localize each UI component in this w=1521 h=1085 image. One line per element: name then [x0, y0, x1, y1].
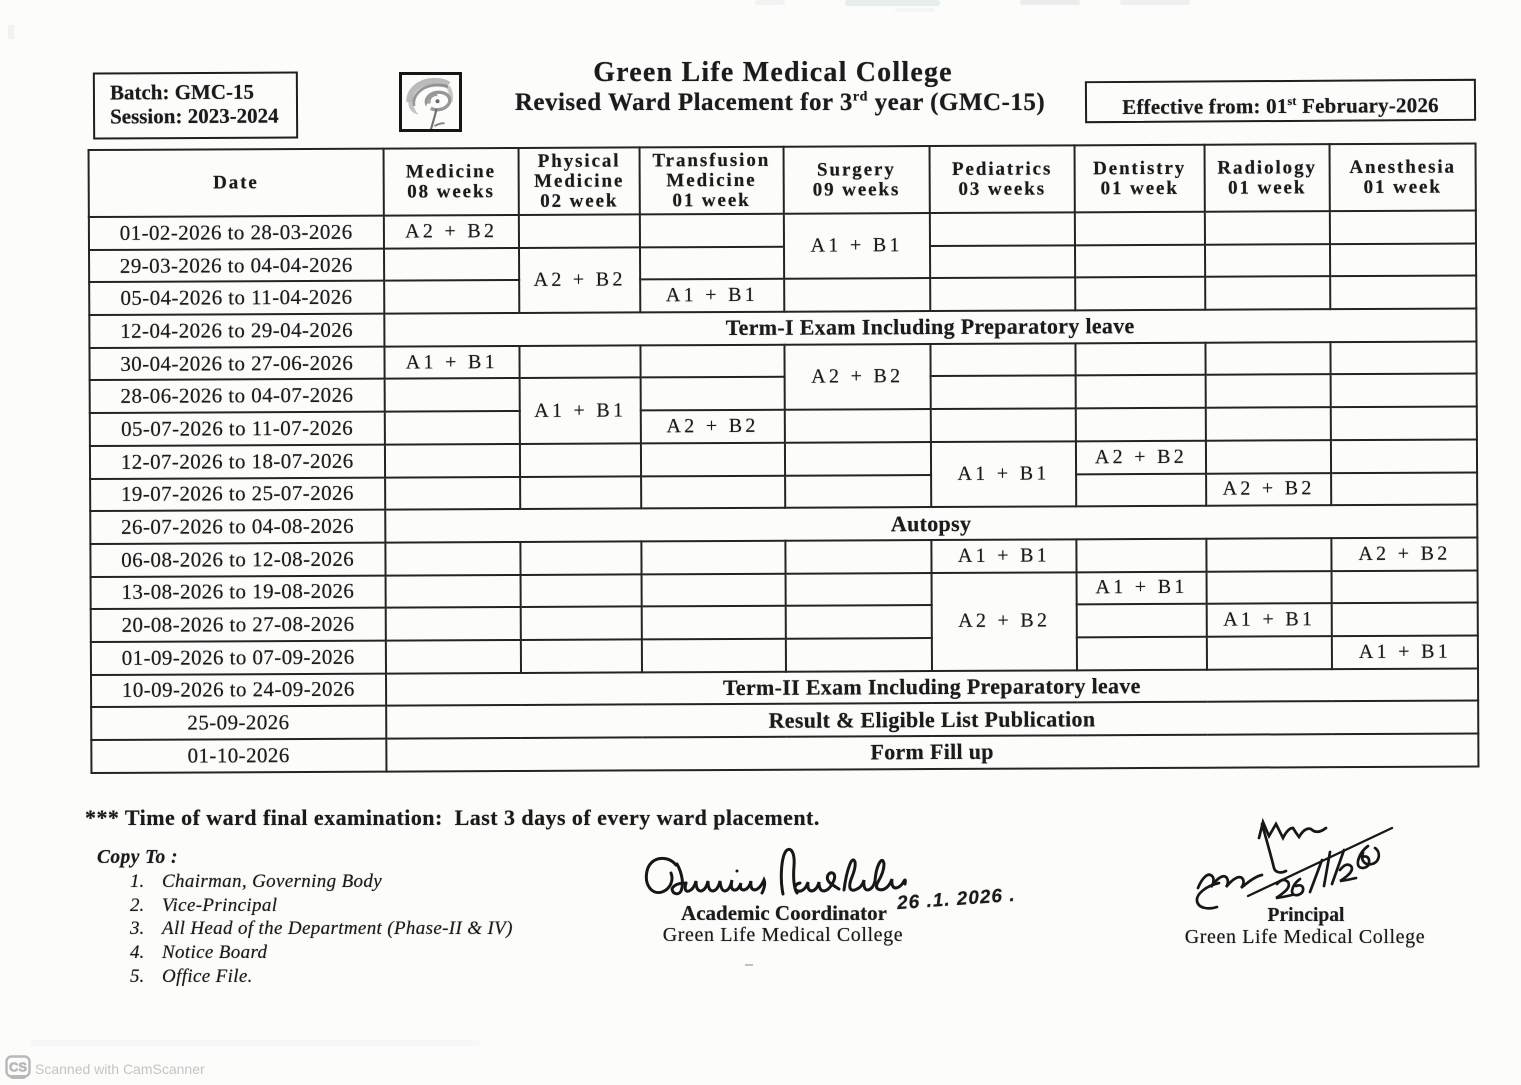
- svg-text:CS: CS: [9, 1060, 27, 1075]
